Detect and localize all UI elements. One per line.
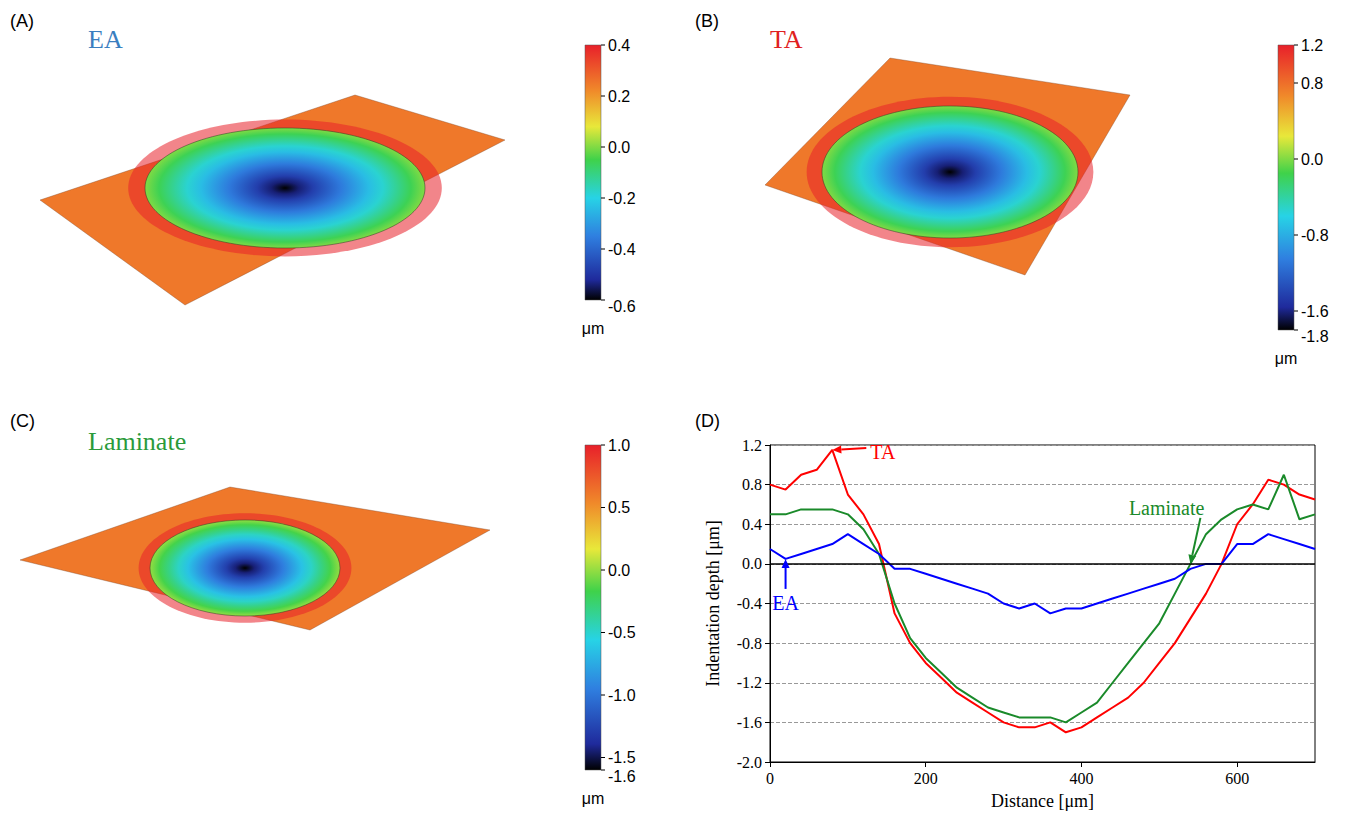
svg-text:1.0: 1.0	[608, 437, 630, 454]
svg-text:Laminate: Laminate	[1129, 497, 1205, 519]
svg-text:0.4: 0.4	[742, 516, 762, 533]
svg-text:-1.6: -1.6	[1301, 303, 1329, 320]
svg-text:-0.4: -0.4	[737, 595, 762, 612]
svg-text:0.4: 0.4	[608, 37, 630, 54]
svg-text:μm: μm	[1275, 350, 1298, 367]
svg-text:-1.2: -1.2	[737, 674, 762, 691]
svg-text:0: 0	[766, 770, 774, 787]
svg-text:0.5: 0.5	[608, 499, 630, 516]
svg-text:0.8: 0.8	[1301, 75, 1323, 92]
svg-text:Laminate: Laminate	[88, 427, 186, 456]
svg-text:-0.2: -0.2	[608, 190, 636, 207]
svg-text:600: 600	[1225, 770, 1249, 787]
svg-text:Indentation depth [μm]: Indentation depth [μm]	[703, 520, 723, 687]
svg-text:0.0: 0.0	[608, 562, 630, 579]
svg-text:EA: EA	[772, 592, 799, 614]
svg-text:200: 200	[914, 770, 938, 787]
svg-text:μm: μm	[582, 790, 605, 807]
svg-text:-0.8: -0.8	[1301, 227, 1329, 244]
svg-text:0.0: 0.0	[608, 139, 630, 156]
svg-text:0.0: 0.0	[742, 555, 762, 572]
svg-text:0.8: 0.8	[742, 476, 762, 493]
svg-text:(B): (B)	[695, 11, 719, 31]
svg-text:-1.8: -1.8	[1301, 328, 1329, 345]
svg-text:400: 400	[1069, 770, 1093, 787]
svg-text:TA: TA	[770, 25, 803, 54]
svg-text:-1.6: -1.6	[608, 768, 636, 785]
svg-text:(C): (C)	[10, 411, 35, 431]
svg-text:0.2: 0.2	[608, 88, 630, 105]
svg-text:-1.0: -1.0	[608, 687, 636, 704]
svg-text:-1.6: -1.6	[737, 714, 762, 731]
svg-text:(A): (A)	[10, 11, 34, 31]
svg-text:-0.4: -0.4	[608, 241, 636, 258]
svg-text:μm: μm	[582, 320, 605, 337]
svg-text:-0.8: -0.8	[737, 635, 762, 652]
svg-text:1.2: 1.2	[742, 437, 762, 454]
svg-text:TA: TA	[870, 441, 896, 463]
svg-text:-0.5: -0.5	[608, 624, 636, 641]
svg-text:(D): (D)	[695, 411, 720, 431]
svg-text:-0.6: -0.6	[608, 298, 636, 315]
svg-text:0.0: 0.0	[1301, 151, 1323, 168]
svg-text:-1.5: -1.5	[608, 749, 636, 766]
svg-text:Distance [μm]: Distance [μm]	[991, 791, 1094, 811]
svg-text:EA: EA	[88, 25, 123, 54]
svg-text:1.2: 1.2	[1301, 37, 1323, 54]
svg-text:-2.0: -2.0	[737, 754, 762, 771]
